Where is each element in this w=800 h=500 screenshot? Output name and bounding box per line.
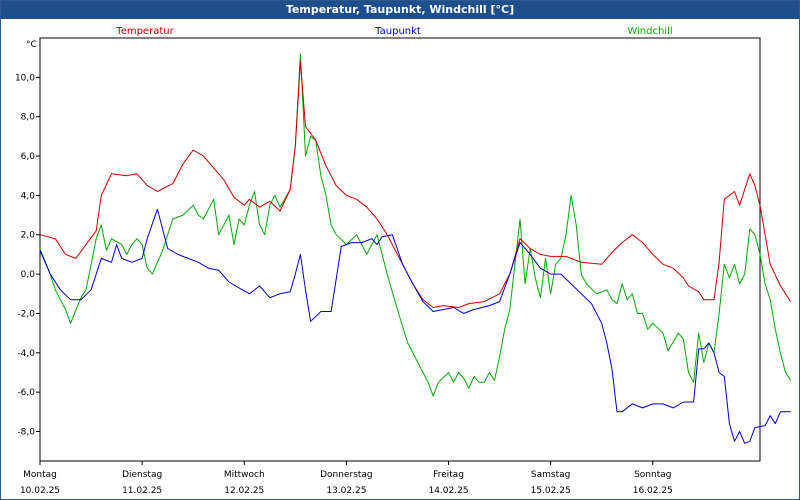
y-tick-label: 6,0 <box>21 152 36 162</box>
y-tick-label: 10,0 <box>15 73 35 83</box>
x-tick-day: Donnerstag <box>320 470 373 480</box>
y-tick-label: 0,0 <box>21 270 36 280</box>
plot-area <box>39 37 761 462</box>
y-tick-label: -8,0 <box>17 427 35 437</box>
x-tick-day: Mittwoch <box>224 470 265 480</box>
x-tick-day: Dienstag <box>122 470 162 480</box>
x-tick-date: 14.02.25 <box>428 486 468 496</box>
x-tick-date: 11.02.25 <box>122 486 162 496</box>
y-tick-label: -6,0 <box>17 388 35 398</box>
x-tick-date: 15.02.25 <box>531 486 571 496</box>
x-tick-day: Freitag <box>433 470 464 480</box>
y-tick-label: 4,0 <box>21 191 36 201</box>
x-tick-day: Montag <box>23 470 57 480</box>
chart-title: Temperatur, Taupunkt, Windchill [°C] <box>1 1 799 19</box>
chart-labels: 10,0 8,0 6,0 4,0 2,0 0,0 -2,0 -4,0 -6,0 -8,0 °C Mon… <box>15 40 673 496</box>
x-tick-date: 16.02.25 <box>633 486 673 496</box>
y-axis-unit: °C <box>26 40 37 50</box>
series-line-taupunkt <box>39 208 791 444</box>
y-tick-label: 8,0 <box>21 113 36 123</box>
x-tick-day: Sonntag <box>634 470 671 480</box>
chart-legend: Temperatur Taupunkt Windchill <box>115 26 672 37</box>
series-line-windchill <box>39 53 792 397</box>
x-tick-date: 10.02.25 <box>20 486 60 496</box>
x-tick-date: 13.02.25 <box>326 486 366 496</box>
x-tick-date: 12.02.25 <box>224 486 264 496</box>
chart-series <box>39 53 792 444</box>
y-tick-label: -2,0 <box>17 309 35 319</box>
legend-windchill: Windchill <box>627 26 672 37</box>
x-tick-day: Samstag <box>531 470 570 480</box>
y-tick-label: -4,0 <box>17 349 35 359</box>
legend-temperatur: Temperatur <box>115 26 174 37</box>
legend-taupunkt: Taupunkt <box>374 26 421 37</box>
y-tick-label: 2,0 <box>21 231 36 241</box>
